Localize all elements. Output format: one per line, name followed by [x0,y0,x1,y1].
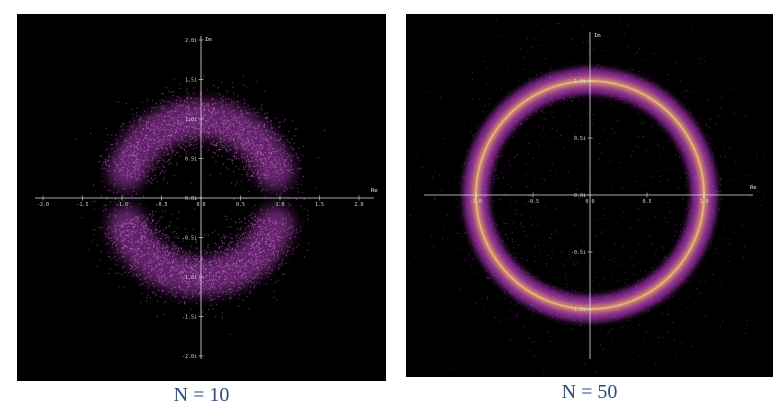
y-tick-label: 1.0i [185,117,197,123]
x-tick-label: -1.0 [116,202,128,208]
plot-panel-n10: Re Im -2.0 -1.5 -1.0 -0.5 0.0 0.5 1.0 1.5 2.0 2.0i 1… [17,14,386,381]
x-axis-label: Re [371,188,378,194]
scatter-plot-n50: Re Im -1.0 -0.5 0.0 0.5 1.0 1.0i 0.5i 0.0i -0.5i -1… [409,20,766,374]
y-tick-label: -0.5i [182,235,197,241]
y-axis-label: Im [205,37,212,43]
x-tick-label: 0.5 [642,199,651,205]
y-tick-label: -0.5i [571,250,586,256]
x-tick-label: 1.0 [699,199,708,205]
x-tick-label: -2.0 [37,202,49,208]
y-tick-label: 0.5i [185,156,197,162]
x-tick-label: -0.5 [527,199,539,205]
y-tick-label: 1.0i [574,79,586,85]
y-tick-label: 0.0i [574,193,586,199]
y-tick-label: -1.5i [182,314,197,320]
x-tick-label: 0.5 [236,202,245,208]
x-axis-label: Re [750,185,757,191]
y-tick-label: -1.0i [182,275,197,281]
y-tick-label: 1.5i [185,77,197,83]
x-tick-label: -1.0 [470,199,482,205]
y-tick-label: 0.0i [185,196,197,202]
y-tick-label: 2.0i [185,38,197,44]
y-tick-label: -1.0i [571,307,586,313]
y-tick-label: -2.0i [182,354,197,360]
x-tick-label: 0.0 [585,199,594,205]
caption-n10: N = 10 [173,384,230,406]
x-tick-label: 1.5 [315,202,324,208]
y-axis-label: Im [594,33,601,39]
scatter-plot-n10: Re Im -2.0 -1.5 -1.0 -0.5 0.0 0.5 1.0 1.5 2.0 2.0i 1… [35,36,378,360]
scatter-points [409,20,766,374]
x-tick-label: -0.5 [155,202,167,208]
x-tick-label: 1.0 [275,202,284,208]
y-tick-label: 0.5i [574,136,586,142]
x-tick-label: 0.0 [196,202,205,208]
plot-panel-n50: Re Im -1.0 -0.5 0.0 0.5 1.0 1.0i 0.5i 0.0i -0.5i -1… [406,14,773,377]
caption-n50: N = 50 [561,381,618,403]
x-tick-label: 2.0 [354,202,363,208]
x-tick-label: -1.5 [76,202,88,208]
